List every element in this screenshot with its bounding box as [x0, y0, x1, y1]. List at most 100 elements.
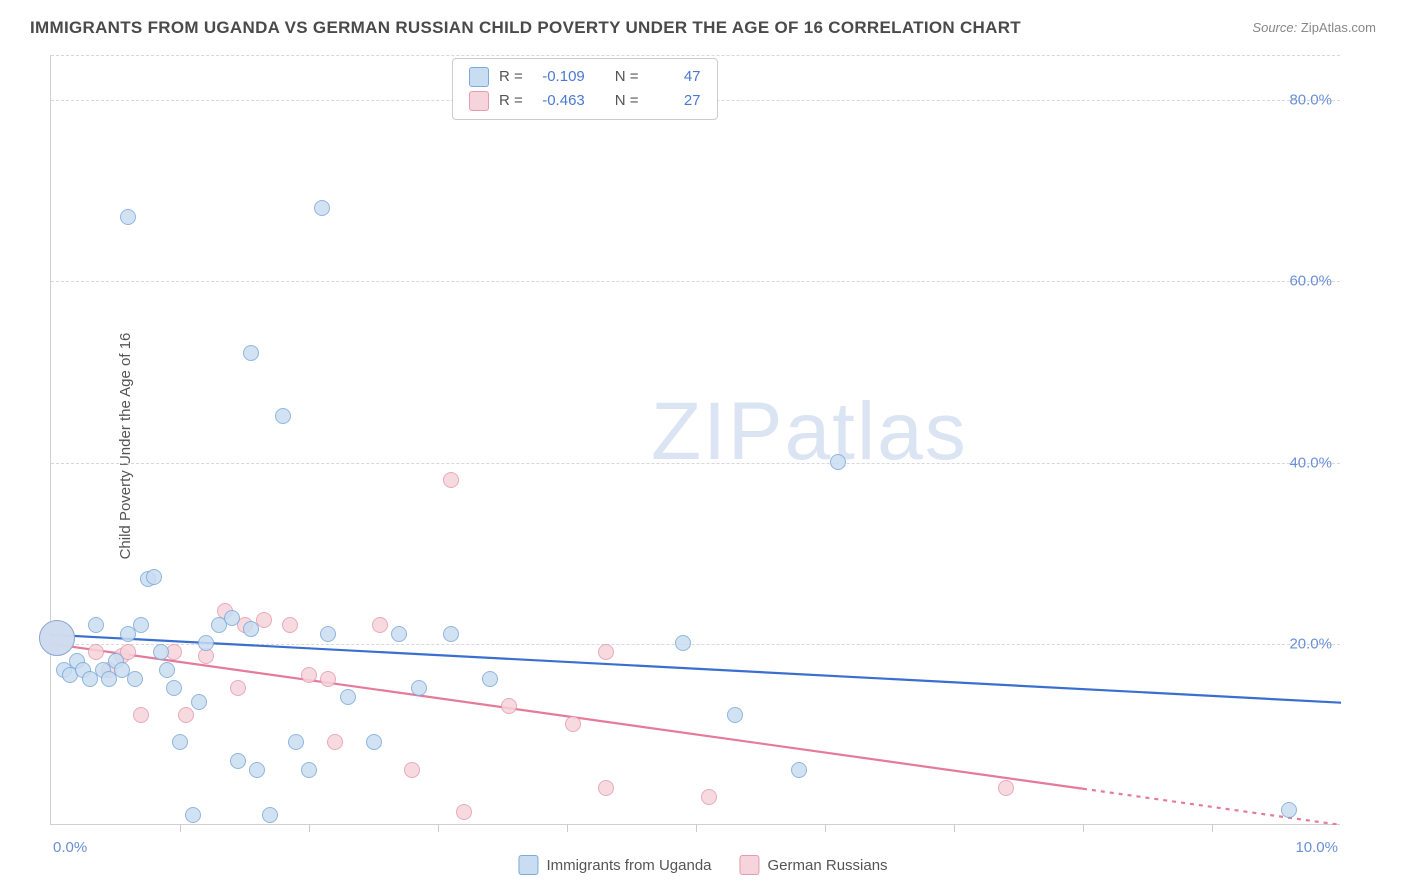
y-tick-label: 60.0% [1289, 273, 1332, 290]
correlation-stats-box: R = -0.109 N = 47 R = -0.463 N = 27 [452, 58, 718, 120]
x-tick-mark [438, 824, 439, 832]
data-point-uganda [391, 626, 407, 642]
data-point-uganda [320, 626, 336, 642]
data-point-german [701, 789, 717, 805]
x-tick-mark [567, 824, 568, 832]
data-point-uganda [146, 569, 162, 585]
data-point-uganda [166, 680, 182, 696]
watermark: ZIPatlas [651, 385, 968, 479]
stats-r-value-uganda: -0.109 [533, 65, 585, 89]
source-label: Source: [1252, 20, 1297, 35]
chart-title: IMMIGRANTS FROM UGANDA VS GERMAN RUSSIAN… [30, 18, 1021, 38]
data-point-uganda [262, 807, 278, 823]
stats-r-label: R = [499, 89, 523, 113]
legend-label-uganda: Immigrants from Uganda [546, 857, 711, 874]
data-point-german [404, 762, 420, 778]
x-tick-label: 10.0% [1295, 839, 1338, 856]
gridline [51, 644, 1340, 645]
stats-n-label: N = [615, 65, 639, 89]
stats-r-label: R = [499, 65, 523, 89]
data-point-uganda [153, 644, 169, 660]
source-attribution: Source: ZipAtlas.com [1252, 20, 1376, 35]
legend-item-german: German Russians [740, 855, 888, 875]
stats-n-value-german: 27 [649, 89, 701, 113]
source-value: ZipAtlas.com [1301, 20, 1376, 35]
data-point-german [443, 472, 459, 488]
data-point-uganda [340, 689, 356, 705]
data-point-uganda [411, 680, 427, 696]
data-point-uganda [675, 635, 691, 651]
regression-line-german [51, 644, 1083, 789]
gridline [51, 281, 1340, 282]
data-point-uganda [120, 209, 136, 225]
data-point-german [372, 617, 388, 633]
data-point-uganda [482, 671, 498, 687]
data-point-uganda [1281, 802, 1297, 818]
x-tick-mark [1083, 824, 1084, 832]
stats-r-value-german: -0.463 [533, 89, 585, 113]
data-point-uganda [791, 762, 807, 778]
data-point-uganda [127, 671, 143, 687]
gridline [51, 55, 1340, 56]
gridline [51, 463, 1340, 464]
data-point-uganda [249, 762, 265, 778]
data-point-german [998, 780, 1014, 796]
legend-item-uganda: Immigrants from Uganda [518, 855, 711, 875]
data-point-uganda [314, 200, 330, 216]
data-point-uganda [159, 662, 175, 678]
data-point-german [501, 698, 517, 714]
x-tick-mark [954, 824, 955, 832]
data-point-uganda [185, 807, 201, 823]
legend-label-german: German Russians [768, 857, 888, 874]
x-tick-mark [696, 824, 697, 832]
data-point-uganda [830, 454, 846, 470]
data-point-german [327, 734, 343, 750]
data-point-uganda [243, 345, 259, 361]
data-point-german [301, 667, 317, 683]
data-point-uganda [133, 617, 149, 633]
data-point-uganda [39, 620, 75, 656]
data-point-german [598, 780, 614, 796]
bottom-legend: Immigrants from Uganda German Russians [518, 855, 887, 875]
y-tick-label: 40.0% [1289, 454, 1332, 471]
plot-area: ZIPatlas 20.0%40.0%60.0%80.0%0.0%10.0% [50, 55, 1340, 825]
data-point-uganda [366, 734, 382, 750]
data-point-uganda [275, 408, 291, 424]
x-tick-mark [180, 824, 181, 832]
legend-swatch-uganda [469, 67, 489, 87]
data-point-german [456, 804, 472, 820]
data-point-german [320, 671, 336, 687]
data-point-uganda [172, 734, 188, 750]
data-point-uganda [230, 753, 246, 769]
legend-swatch-german [740, 855, 760, 875]
regression-lines [51, 55, 1341, 825]
x-tick-mark [825, 824, 826, 832]
data-point-uganda [191, 694, 207, 710]
data-point-german [282, 617, 298, 633]
data-point-uganda [443, 626, 459, 642]
data-point-uganda [288, 734, 304, 750]
data-point-uganda [727, 707, 743, 723]
stats-n-value-uganda: 47 [649, 65, 701, 89]
data-point-uganda [198, 635, 214, 651]
data-point-uganda [88, 617, 104, 633]
y-tick-label: 80.0% [1289, 92, 1332, 109]
regression-line-dashed-german [1083, 789, 1341, 825]
data-point-uganda [301, 762, 317, 778]
data-point-german [88, 644, 104, 660]
data-point-uganda [243, 621, 259, 637]
legend-swatch-uganda [518, 855, 538, 875]
data-point-german [598, 644, 614, 660]
x-tick-mark [1212, 824, 1213, 832]
legend-swatch-german [469, 91, 489, 111]
stats-row-german: R = -0.463 N = 27 [469, 89, 701, 113]
x-tick-mark [309, 824, 310, 832]
data-point-german [565, 716, 581, 732]
stats-n-label: N = [615, 89, 639, 113]
stats-row-uganda: R = -0.109 N = 47 [469, 65, 701, 89]
x-tick-label: 0.0% [53, 839, 87, 856]
data-point-german [133, 707, 149, 723]
y-tick-label: 20.0% [1289, 635, 1332, 652]
data-point-german [230, 680, 246, 696]
data-point-german [178, 707, 194, 723]
